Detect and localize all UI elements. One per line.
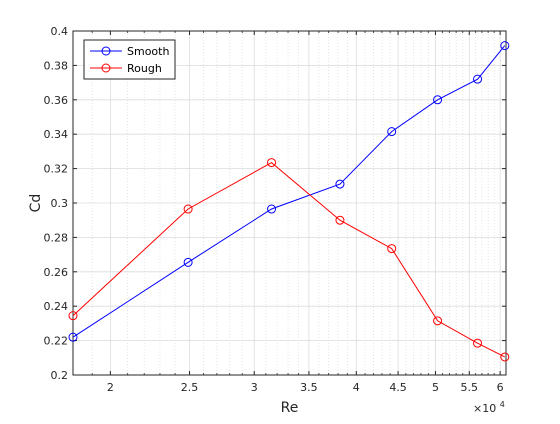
x-tick-label: 3.5 [300, 381, 318, 394]
rough-point [473, 338, 483, 348]
y-tick-label: 0.26 [44, 266, 69, 279]
y-tick-label: 0.36 [44, 94, 69, 107]
series-rough [68, 158, 510, 362]
grid-lines [73, 30, 506, 376]
rough-line [72, 161, 506, 358]
rough-point [68, 311, 78, 321]
rough-point [500, 352, 510, 362]
y-tick-label: 0.4 [51, 25, 69, 38]
x-axis-label: Re [281, 400, 299, 416]
x-tick-label: 6 [497, 381, 504, 394]
y-axis-label: Cd [28, 194, 44, 213]
x-tick-label: 4.5 [389, 381, 407, 394]
rough-point [387, 244, 397, 254]
rough-point [433, 316, 443, 326]
smooth-point [267, 204, 277, 214]
rough-point [183, 204, 193, 214]
y-tick-label: 0.22 [44, 335, 69, 348]
legend-entry: Smooth [90, 45, 169, 58]
smooth-point [183, 257, 193, 267]
legend-marker [101, 46, 111, 56]
x-tick-label: 2.5 [181, 381, 199, 394]
x-axis-multiplier-exponent: 4 [500, 400, 505, 409]
x-axis-multiplier: ×10 4 [473, 400, 505, 415]
smooth-point [68, 332, 78, 342]
legend-label: Rough [127, 62, 162, 75]
legend-label: Smooth [127, 45, 169, 58]
legend-marker [101, 63, 111, 73]
y-tick-label: 0.3 [51, 197, 69, 210]
rough-point [335, 215, 345, 225]
y-tick-label: 0.24 [44, 300, 69, 313]
x-tick-label: 5.5 [461, 381, 479, 394]
y-tick-label: 0.34 [44, 128, 69, 141]
x-tick-label: 2 [107, 381, 114, 394]
smooth-point [335, 179, 345, 189]
x-tick-label: 3 [251, 381, 258, 394]
smooth-point [433, 95, 443, 105]
rough-point [267, 158, 277, 168]
axis-ticks: 2 2.5 3 3.5 4 4.5 5 5.5 6 0.2 0.22 0.24 0.26 0.28 0.3 0… [44, 25, 506, 394]
legend-entry: Rough [90, 62, 162, 75]
smooth-point [500, 41, 510, 51]
y-tick-label: 0.28 [44, 231, 69, 244]
legend-box [83, 39, 176, 80]
series-smooth [68, 41, 510, 342]
y-tick-label: 0.32 [44, 163, 69, 176]
legend: Smooth Rough [83, 39, 176, 80]
y-tick-label: 0.38 [44, 59, 69, 72]
x-axis-multiplier-base: ×10 [473, 402, 496, 415]
y-tick-label: 0.2 [51, 369, 69, 382]
x-tick-label: 5 [432, 381, 439, 394]
x-tick-label: 4 [353, 381, 360, 394]
smooth-point [387, 127, 397, 137]
smooth-line [72, 45, 506, 338]
series-group [68, 41, 510, 362]
smooth-point [473, 74, 483, 84]
